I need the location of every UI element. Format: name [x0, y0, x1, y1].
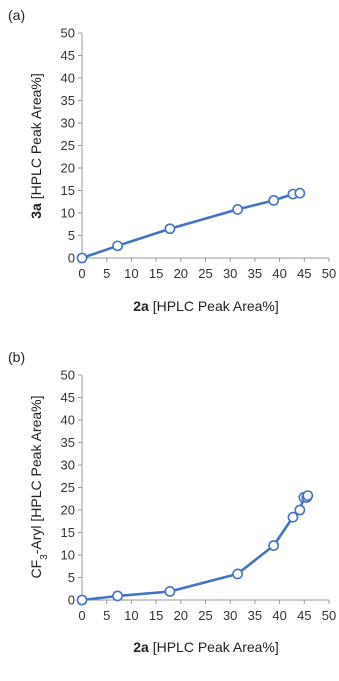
panel-a-x-tick-label: 50	[322, 266, 336, 281]
panel-a-x-tick-label: 25	[198, 266, 212, 281]
panel-a-label: (a)	[8, 7, 25, 23]
panel-b-y-tick-label: 45	[61, 390, 75, 405]
panel-b-data-point	[294, 504, 306, 516]
panel-a-y-tick-label: 10	[61, 206, 75, 221]
panel-a-x-tick-label: 0	[78, 266, 85, 281]
panel-b-y-tick-label: 40	[61, 413, 75, 428]
panel-a-y-tick-label: 45	[61, 48, 75, 63]
panel-b-x-tick-label: 50	[322, 608, 336, 623]
panel-a-data-point	[164, 223, 176, 235]
panel-b-x-tick-label: 10	[124, 608, 138, 623]
panel-b-y-tick-label: 20	[61, 503, 75, 518]
panel-a-y-tick-label: 30	[61, 116, 75, 131]
panel-a-data-point	[268, 194, 280, 206]
panel-b-y-tick-label: 0	[68, 593, 75, 608]
panel-a-y-tick-label: 20	[61, 161, 75, 176]
panel-a-data-point	[294, 187, 306, 199]
panel-a-y-axis-label: 3a [HPLC Peak Area%]	[28, 73, 44, 219]
chart-panel-b: (b) CF3-Aryl [HPLC Peak Area%] 2a [HPLC …	[8, 349, 336, 655]
panel-b-x-axis-label-unit: [HPLC Peak Area%]	[149, 639, 279, 655]
panel-b-y-tick-label: 25	[61, 480, 75, 495]
panel-a-y-tick-label: 40	[61, 71, 75, 86]
panel-b-x-tick-label: 25	[198, 608, 212, 623]
panel-a-x-tick-label: 45	[297, 266, 311, 281]
panel-b-y-tick-label: 15	[61, 525, 75, 540]
panel-b-y-axis-label: CF3-Aryl [HPLC Peak Area%]	[28, 396, 50, 579]
panel-a-x-tick-label: 10	[124, 266, 138, 281]
panel-a-x-tick-label: 20	[174, 266, 188, 281]
panel-b-label: (b)	[8, 349, 25, 365]
panel-b-y-tick-label: 30	[61, 458, 75, 473]
panel-b-data-point	[268, 540, 280, 551]
panel-b-y-axis-label-subscript: 3	[39, 554, 50, 560]
panel-a-y-tick-label: 5	[68, 228, 75, 243]
panel-a-x-tick-label: 30	[223, 266, 237, 281]
panel-b-data-point	[232, 568, 244, 580]
panel-b-y-tick-label: 50	[61, 368, 75, 383]
panel-a-y-tick-label: 15	[61, 183, 75, 198]
panel-b-x-tick-label: 5	[103, 608, 110, 623]
panel-b-y-axis-label-cf: CF	[28, 560, 44, 579]
panel-a-y-tick-label: 25	[61, 138, 75, 153]
panel-a-x-axis-label: 2a [HPLC Peak Area%]	[133, 298, 279, 314]
panel-a-x-axis-label-unit: [HPLC Peak Area%]	[149, 298, 279, 314]
panel-b-x-tick-label: 15	[149, 608, 163, 623]
panel-a-y-tick-label: 35	[61, 93, 75, 108]
panel-b-x-tick-label: 0	[78, 608, 85, 623]
panel-b-data-point	[302, 490, 314, 501]
panel-a-x-tick-label: 15	[149, 266, 163, 281]
panel-b-x-axis-label: 2a [HPLC Peak Area%]	[133, 639, 279, 655]
panel-a-y-tick-label: 50	[61, 26, 75, 41]
panel-b-x-tick-label: 40	[272, 608, 286, 623]
panel-a-x-axis-label-compound: 2a	[133, 298, 149, 314]
panel-a-x-tick-label: 40	[272, 266, 286, 281]
panel-b-x-tick-label: 20	[174, 608, 188, 623]
panel-a-data-point	[76, 252, 88, 264]
panel-b-data-point	[76, 594, 88, 606]
panel-a-x-tick-label: 5	[103, 266, 110, 281]
panel-b-x-tick-label: 45	[297, 608, 311, 623]
panel-a-y-axis-label-unit: [HPLC Peak Area%]	[28, 73, 44, 203]
panel-b-y-tick-label: 5	[68, 570, 75, 585]
chart-panel-a: (a) 3a [HPLC Peak Area%] 2a [HPLC Peak A…	[8, 7, 336, 314]
panel-a-x-tick-label: 35	[248, 266, 262, 281]
panel-a-y-axis-label-compound: 3a	[28, 203, 44, 219]
panel-b-data-point	[287, 511, 299, 523]
panel-a-data-point	[112, 240, 123, 252]
panel-a-y-tick-label: 0	[68, 251, 75, 266]
panel-b-x-tick-label: 35	[248, 608, 262, 623]
panel-b-y-axis-label-rest: -Aryl [HPLC Peak Area%]	[28, 396, 44, 555]
panel-b-x-tick-label: 30	[223, 608, 237, 623]
panel-b-y-tick-label: 10	[61, 548, 75, 563]
panel-b-data-point	[164, 586, 176, 597]
panel-b-data-point	[112, 590, 123, 602]
panel-a-data-point	[232, 203, 244, 215]
panel-b-x-axis-label-compound: 2a	[133, 639, 149, 655]
panel-b-y-tick-label: 35	[61, 435, 75, 450]
